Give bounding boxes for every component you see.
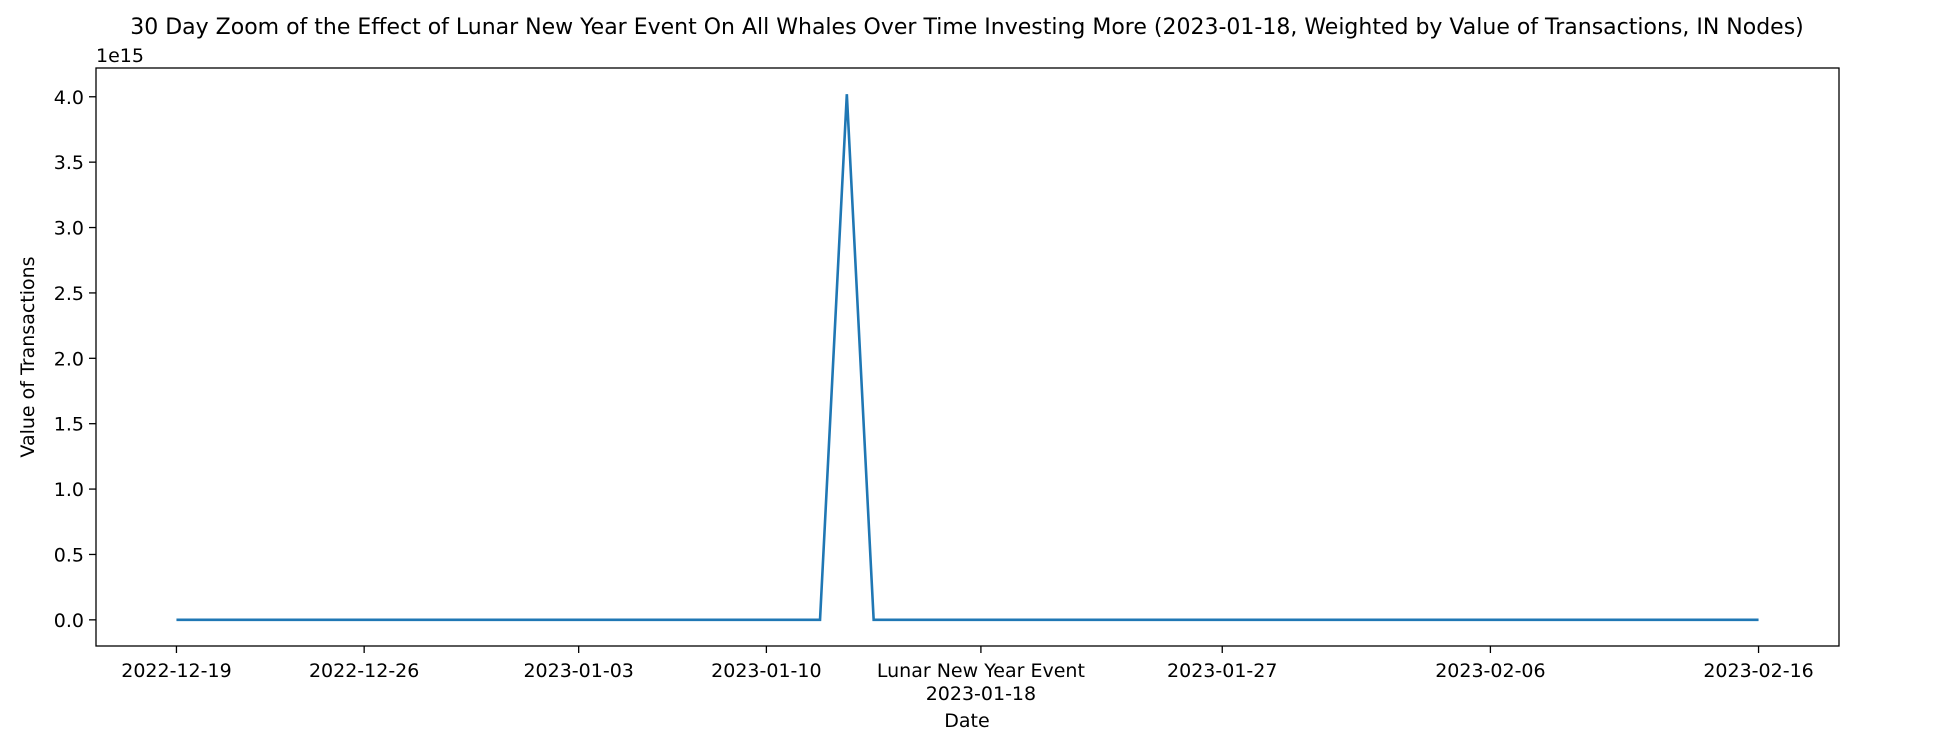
y-tick-label: 1.0 <box>54 479 84 501</box>
x-axis-label: Date <box>944 710 989 732</box>
y-tick-label: 0.5 <box>54 544 84 566</box>
x-tick-label: 2023-02-16 <box>1703 660 1813 682</box>
chart-title: 30 Day Zoom of the Effect of Lunar New Y… <box>130 15 1804 40</box>
y-tick-label: 3.5 <box>54 152 84 174</box>
x-tick-label: 2023-02-06 <box>1435 660 1545 682</box>
x-tick-label: 2023-01-10 <box>711 660 821 682</box>
x-tick-label: Lunar New Year Event <box>877 660 1085 682</box>
x-tick-sublabel: 2023-01-18 <box>926 683 1036 705</box>
x-tick-label: 2023-01-03 <box>523 660 633 682</box>
series-line <box>176 94 1759 622</box>
x-tick-label: 2022-12-26 <box>309 660 419 682</box>
x-tick-label: 2022-12-19 <box>121 660 231 682</box>
plot-area <box>95 67 1840 647</box>
y-tick-label: 2.5 <box>54 283 84 305</box>
y-tick-label: 4.0 <box>54 87 84 109</box>
y-tick-label: 2.0 <box>54 348 84 370</box>
y-offset-label: 1e15 <box>96 45 144 67</box>
y-tick-label: 0.0 <box>54 610 84 632</box>
y-tick-label: 3.0 <box>54 218 84 240</box>
x-tick-label: 2023-01-27 <box>1167 660 1277 682</box>
series-layer <box>176 94 1759 622</box>
y-axis: 0.0 0.5 1.0 1.5 2.0 2.5 3.0 3.5 4.0 <box>54 87 96 632</box>
x-axis: 2022-12-19 2022-12-26 2023-01-03 2023-01-10… <box>121 646 1814 705</box>
plot-frame <box>95 67 1840 647</box>
y-tick-label: 1.5 <box>54 414 84 436</box>
y-axis-label: Value of Transactions <box>17 256 39 457</box>
